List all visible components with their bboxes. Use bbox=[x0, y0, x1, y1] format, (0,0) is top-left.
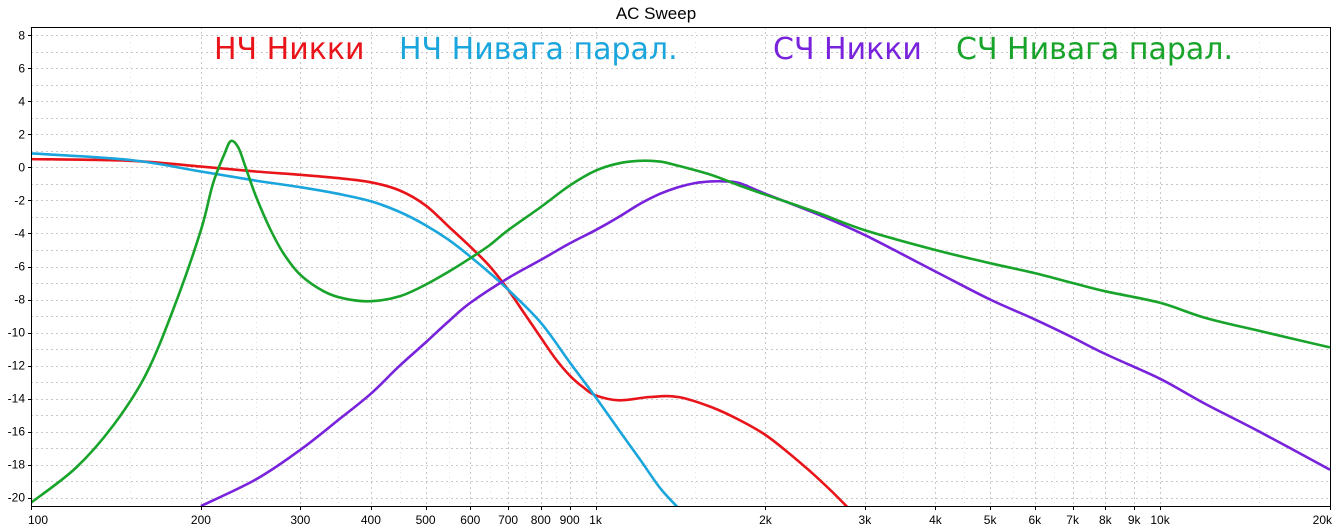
y-tick-label: -14 bbox=[8, 392, 26, 406]
y-tick-label: 8 bbox=[18, 28, 25, 42]
y-tick-label: 6 bbox=[18, 61, 25, 75]
x-tick-label: 1k bbox=[589, 513, 603, 527]
y-tick-label: -10 bbox=[8, 326, 26, 340]
x-tick-label: 9k bbox=[1128, 513, 1142, 527]
legend-entry-1: НЧ Никки bbox=[214, 32, 364, 67]
x-tick-label: 200 bbox=[191, 513, 211, 527]
legend-entry-3: СЧ Никки bbox=[773, 32, 922, 67]
y-tick-label: -2 bbox=[14, 193, 25, 207]
y-tick-label: -8 bbox=[14, 293, 25, 307]
series-lines bbox=[32, 139, 1330, 506]
x-tick-label: 300 bbox=[290, 513, 310, 527]
x-tick-labels: 100 200 300 400 500 600 700 800 900 1k 2k 3k 4k 5k 6k 7… bbox=[28, 513, 1333, 527]
y-tick-label: 2 bbox=[18, 127, 25, 141]
y-tick-label: 4 bbox=[18, 94, 25, 108]
x-tick-label: 700 bbox=[498, 513, 518, 527]
x-tick-label: 100 bbox=[28, 513, 48, 527]
x-tick-label: 900 bbox=[560, 513, 580, 527]
y-tick-label: -6 bbox=[14, 260, 25, 274]
x-tick-label: 3k bbox=[859, 513, 873, 527]
x-tick-label: 2k bbox=[759, 513, 773, 527]
x-tick-label: 10k bbox=[1150, 513, 1170, 527]
x-tick-label: 6k bbox=[1028, 513, 1042, 527]
x-tick-label: 800 bbox=[531, 513, 551, 527]
y-tick-label: -12 bbox=[8, 359, 26, 373]
plot-frame bbox=[31, 27, 1331, 507]
x-tick-label: 500 bbox=[416, 513, 436, 527]
y-tick-label: -20 bbox=[8, 491, 26, 505]
series-line-2 bbox=[32, 152, 679, 506]
x-tick-label: 5k bbox=[984, 513, 998, 527]
x-tick-label: 20k bbox=[1313, 513, 1333, 527]
grid bbox=[31, 27, 1331, 506]
x-tick-label: 400 bbox=[361, 513, 381, 527]
legend: НЧ Никки НЧ Нивага парал. СЧ Никки СЧ Ниваг… bbox=[214, 32, 1233, 67]
x-tick-label: 8k bbox=[1099, 513, 1113, 527]
y-tick-label: 0 bbox=[18, 160, 25, 174]
series-line-1 bbox=[32, 157, 849, 506]
x-tick-label: 7k bbox=[1066, 513, 1080, 527]
x-tick-label: 600 bbox=[460, 513, 480, 527]
legend-entry-4: СЧ Нивага парал. bbox=[956, 32, 1233, 67]
series-line-4 bbox=[32, 139, 1330, 504]
series-line-3 bbox=[200, 179, 1330, 506]
axes bbox=[28, 27, 1331, 510]
y-tick-label: -4 bbox=[14, 226, 25, 240]
y-tick-labels: 8 6 4 2 0 -2 -4 -6 -8 -10 -12 -14 -16 -18 -20 bbox=[8, 28, 26, 504]
y-tick-label: -16 bbox=[8, 425, 26, 439]
chart-title: AC Sweep bbox=[616, 4, 696, 23]
legend-entry-2: НЧ Нивага парал. bbox=[399, 32, 678, 67]
y-tick-label: -18 bbox=[8, 458, 26, 472]
x-tick-label: 4k bbox=[929, 513, 943, 527]
